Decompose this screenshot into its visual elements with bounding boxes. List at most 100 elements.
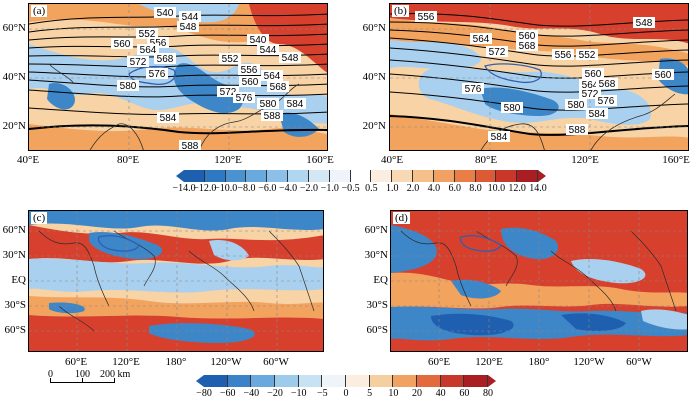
scale-label-100: 100 (75, 369, 90, 380)
panel-c-ylabel-5: 60°S (4, 324, 26, 336)
svg-text:572: 572 (582, 89, 599, 100)
panel-d-ylabel-2: 30°N (364, 249, 388, 261)
panel-d-ylabel-5: 60°S (366, 324, 388, 336)
svg-text:564: 564 (140, 45, 157, 56)
colorbar-tick-label: 6.0 (448, 183, 461, 194)
svg-text:556: 556 (241, 65, 258, 76)
panel-d-ylabel-1: 60°N (364, 224, 388, 236)
panel-a-ylabel-2: 40°N (2, 71, 26, 83)
colorbar-tick-label: −14.0 (172, 183, 196, 194)
svg-text:580: 580 (260, 99, 277, 110)
svg-text:560: 560 (114, 39, 131, 50)
colorbar-cell (308, 170, 330, 182)
panel-d-xlabel-4: 120°W (573, 356, 605, 368)
panel-b-ylabel-2: 40°N (362, 71, 386, 83)
panel-d-map: (d) (390, 210, 688, 352)
svg-text:560: 560 (655, 70, 672, 81)
panel-c-xlabel-5: 60°W (263, 356, 289, 368)
panel-a-field: 540 544 548 552 556 560 564 568 572 576 … (29, 4, 327, 151)
colorbar-cell (322, 375, 346, 387)
colorbar-bottom (196, 375, 496, 387)
colorbar-tick-label: −10 (290, 388, 307, 399)
panel-c-xlabel-2: 120°E (112, 356, 140, 368)
colorbar-tick-label: 4.0 (427, 183, 441, 194)
colorbar-tick-label: 80 (483, 388, 493, 399)
panel-c-field (29, 211, 323, 351)
panel-c-xlabel-3: 180° (165, 356, 187, 368)
panel-a-xlabel-3: 120°E (214, 154, 242, 166)
scale-bar (50, 370, 130, 390)
colorbar-tick-label: 40 (435, 388, 446, 399)
svg-text:556: 556 (555, 50, 572, 61)
colorbar-tick-label: 14.0 (529, 183, 547, 194)
colorbar-tick-label: 2.0 (406, 183, 420, 194)
colorbar-extend-left (196, 375, 204, 387)
svg-text:544: 544 (182, 12, 199, 23)
colorbar-tick-label: 8.0 (469, 183, 482, 194)
colorbar-cell (413, 170, 434, 182)
svg-text:580: 580 (504, 103, 521, 114)
svg-text:588: 588 (569, 125, 586, 136)
svg-text:572: 572 (130, 57, 147, 68)
colorbar-cell (251, 375, 275, 387)
colorbar-tick-label: 1.0 (385, 183, 399, 194)
svg-text:568: 568 (270, 82, 287, 93)
svg-text:548: 548 (282, 53, 299, 64)
svg-text:576: 576 (236, 93, 253, 104)
colorbar-cell (275, 375, 299, 387)
colorbar-top (176, 170, 546, 182)
colorbar-tick-label: −8.0 (237, 183, 256, 194)
panel-b-xlabel-4: 160°E (662, 154, 690, 166)
svg-text:552: 552 (139, 29, 156, 40)
panel-b-ylabel-3: 20°N (362, 120, 386, 132)
panel-a-xlabel-2: 80°E (116, 154, 140, 166)
svg-text:584: 584 (160, 113, 177, 124)
panel-c-map: (c) (28, 210, 324, 352)
svg-text:576: 576 (149, 69, 166, 80)
colorbar-cell (227, 375, 252, 387)
colorbar-tick-label: −5 (317, 388, 328, 399)
colorbar-cell (433, 170, 455, 182)
svg-text:588: 588 (182, 141, 199, 151)
colorbar-cell (496, 170, 518, 182)
colorbar-cell (184, 170, 205, 182)
panel-c-ylabel-2: 30°N (2, 249, 26, 261)
colorbar-tick-label: −40 (243, 388, 260, 399)
svg-text:584: 584 (589, 109, 606, 120)
colorbar-cell (204, 170, 226, 182)
panel-d-ylabel-4: 30°S (366, 299, 388, 311)
colorbar-cell (517, 170, 538, 182)
colorbar-tick-label: −0.5 (341, 183, 360, 194)
colorbar-tick-label: 10.0 (487, 183, 506, 194)
svg-text:584: 584 (491, 132, 508, 143)
svg-text:560: 560 (519, 31, 536, 42)
panel-d-xlabel-2: 120°E (475, 356, 503, 368)
svg-text:580: 580 (120, 81, 137, 92)
colorbar-cell (454, 170, 476, 182)
panel-c-ylabel-4: 30°S (4, 299, 26, 311)
panel-c-ylabel-3: EQ (11, 274, 26, 286)
svg-text:560: 560 (585, 69, 602, 80)
svg-text:564: 564 (473, 34, 490, 45)
panel-a-xlabel-1: 40°E (16, 154, 40, 166)
panel-a-ylabel-3: 20°N (2, 120, 26, 132)
scale-label-200: 200 km (100, 369, 131, 380)
svg-text:568: 568 (519, 41, 536, 52)
panel-a-xlabel-4: 160°E (306, 154, 334, 166)
panel-d-xlabel-3: 180° (528, 356, 550, 368)
colorbar-tick-label: −20 (267, 388, 283, 399)
colorbar-tick-label: 20 (412, 388, 422, 399)
panel-c-label: (c) (31, 212, 48, 224)
colorbar-cell (346, 375, 370, 387)
svg-text:548: 548 (180, 22, 197, 33)
svg-text:572: 572 (489, 47, 506, 58)
colorbar-tick-label: 0.5 (365, 183, 378, 194)
svg-text:580: 580 (568, 100, 585, 111)
panel-b-ylabel-1: 60°N (362, 22, 386, 34)
svg-text:588: 588 (264, 111, 281, 122)
colorbar-tick-label: 12.0 (508, 183, 526, 194)
panel-d-xlabel-1: 60°E (427, 356, 451, 368)
svg-text:576: 576 (598, 96, 615, 107)
panel-d-field (391, 211, 687, 351)
colorbar-cell (350, 170, 372, 182)
